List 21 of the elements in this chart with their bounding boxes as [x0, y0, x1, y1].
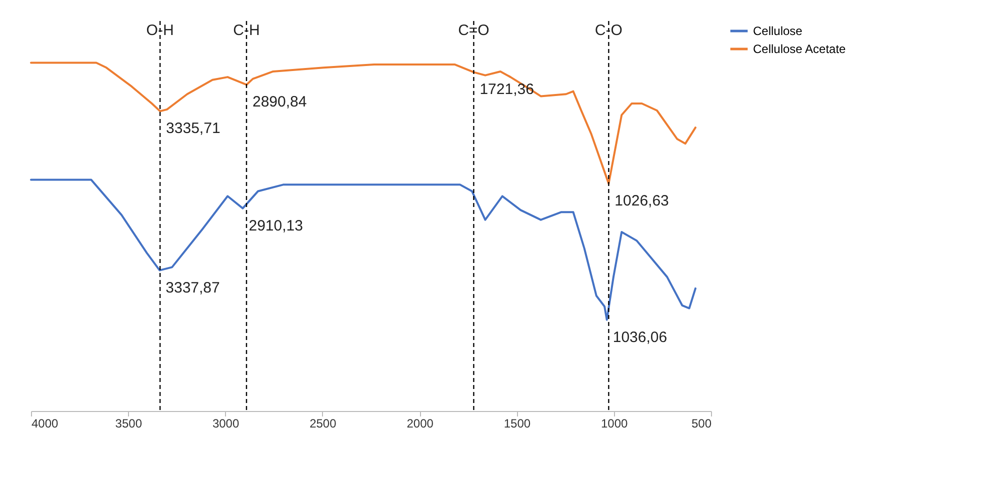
- annotation: 3335,71: [166, 120, 220, 138]
- annotation: 2890,84: [252, 94, 307, 111]
- annotation: 1721,36: [480, 81, 534, 98]
- annotation: 1036,06: [612, 328, 668, 346]
- x-tick-label: 2500: [310, 416, 337, 430]
- x-tick-label: 1000: [601, 416, 628, 430]
- annotation: 2910,13: [248, 217, 303, 234]
- legend-label: Cellulose Acetate: [753, 42, 846, 56]
- x-tick-label: 3000: [212, 416, 240, 430]
- x-tick-label: 4000: [32, 416, 59, 430]
- x-tick-label: 1500: [504, 416, 531, 430]
- x-tick-label: 3500: [115, 416, 142, 430]
- annotation: 3337,87: [166, 279, 220, 296]
- x-tick-label: 2000: [406, 416, 434, 430]
- ref-line-label: C-H: [233, 22, 260, 39]
- ref-line-label: C=O: [458, 22, 490, 39]
- annotation: 1026,63: [614, 192, 669, 210]
- ref-line-label: O-H: [146, 22, 174, 39]
- x-tick-label: 500: [691, 416, 712, 430]
- ref-line-label: C-O: [594, 22, 622, 39]
- legend-label: Cellulose: [753, 24, 803, 38]
